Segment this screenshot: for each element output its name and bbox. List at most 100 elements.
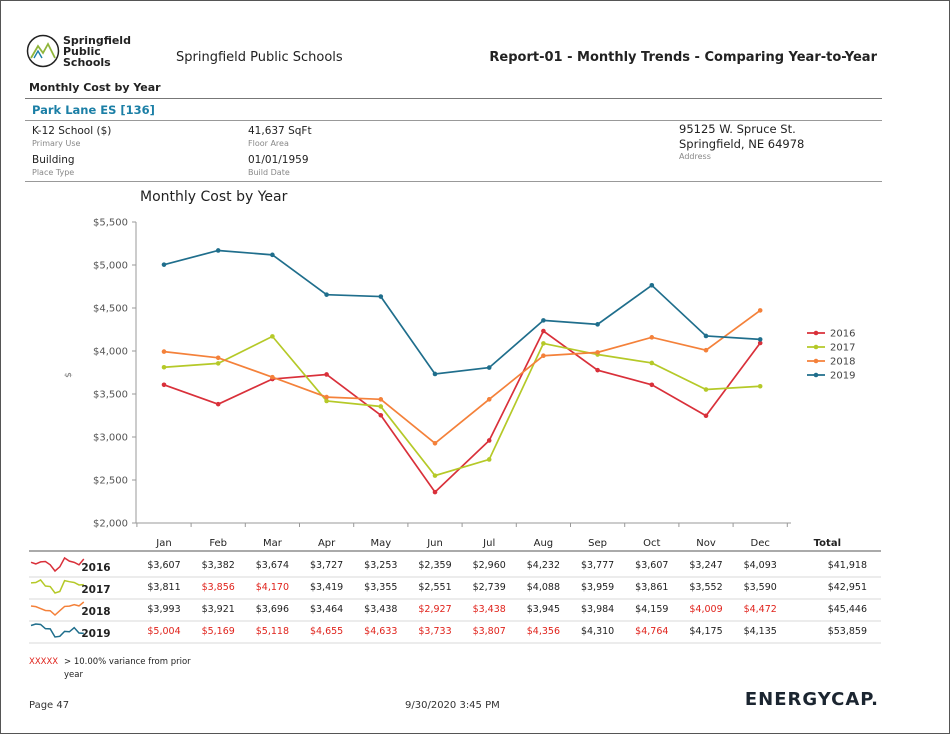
build-date: 01/01/1959: [248, 154, 309, 166]
data-point-2017: [757, 383, 763, 389]
table-cell: $4,009: [689, 604, 722, 615]
data-point-2017: [161, 364, 167, 370]
data-point-2018: [703, 347, 709, 353]
data-point-2019: [649, 282, 655, 288]
table-cell: $3,419: [310, 582, 343, 593]
y-tick-label: $5,000: [93, 261, 128, 272]
table-cell: $3,921: [202, 604, 235, 615]
data-point-2019: [378, 294, 384, 299]
table-cell: $3,861: [635, 582, 668, 593]
school-logo-icon: [26, 34, 60, 68]
variance-legend-text: year: [64, 670, 83, 680]
table-cell: $3,253: [364, 560, 397, 571]
facility-name: Park Lane ES [136]: [32, 103, 155, 117]
x-tick-label: Nov: [696, 538, 716, 549]
legend-label-2016: 2016: [830, 329, 855, 340]
data-point-2016: [432, 489, 438, 495]
org-name: Springfield Public Schools: [176, 50, 343, 65]
table-cell: $4,633: [364, 626, 397, 637]
data-point-2019: [270, 252, 275, 258]
data-point-2019: [432, 371, 438, 377]
table-cell: $3,696: [256, 604, 289, 615]
row-year: 2019: [81, 628, 110, 640]
table-cell: $3,438: [473, 604, 506, 615]
y-tick-label: $2,500: [93, 476, 128, 487]
data-point-2016: [703, 413, 709, 419]
table-cell: $4,764: [635, 626, 668, 637]
x-tick-label: Dec: [751, 538, 770, 549]
data-point-2017: [486, 457, 492, 462]
variance-legend-text: > 10.00% variance from prior: [64, 657, 191, 667]
data-point-2016: [161, 382, 167, 388]
row-total: $53,859: [828, 626, 867, 637]
table-cell: $4,472: [744, 604, 777, 615]
table-cell: $3,959: [581, 582, 614, 593]
data-point-2016: [324, 372, 329, 377]
table-cell: $3,733: [418, 626, 451, 637]
legend-marker-2019: [813, 372, 819, 378]
x-tick-label: Apr: [318, 538, 336, 549]
y-tick-label: $4,000: [93, 347, 128, 358]
data-point-2016: [595, 367, 600, 373]
data-point-2016: [541, 328, 546, 334]
divider: [25, 98, 882, 99]
table-cell: $3,777: [581, 560, 614, 571]
address-caption: Address: [679, 152, 711, 161]
table-cell: $5,118: [256, 626, 289, 637]
table-cell: $4,135: [744, 626, 777, 637]
table-cell: $3,727: [310, 560, 343, 571]
data-point-2018: [270, 374, 275, 380]
x-tick-label: Feb: [209, 538, 227, 549]
table-cell: $3,607: [635, 560, 668, 571]
x-tick-label: Jul: [482, 538, 495, 549]
row-year: 2018: [81, 606, 110, 618]
table-cell: $4,093: [744, 560, 777, 571]
y-axis-label: $: [64, 372, 74, 378]
x-tick-label: Sep: [588, 538, 607, 549]
data-point-2019: [757, 337, 763, 342]
y-tick-label: $3,000: [93, 433, 128, 444]
legend-label-2019: 2019: [830, 371, 855, 382]
logo-line: Schools: [63, 56, 111, 69]
data-point-2018: [649, 335, 655, 340]
table-cell: $3,993: [147, 604, 180, 615]
total-header: Total: [814, 538, 841, 549]
sparkline-2016: [30, 556, 85, 573]
page-number: Page 47: [29, 700, 70, 711]
table-cell: $4,170: [256, 582, 289, 593]
variance-marker: XXXXX: [29, 657, 58, 667]
data-point-2018: [215, 355, 221, 361]
data-point-2016: [378, 412, 384, 418]
series-line-2018: [163, 309, 761, 445]
place-type: Building: [32, 154, 75, 166]
page-subtitle: Monthly Cost by Year: [29, 81, 161, 94]
x-tick-label: May: [370, 538, 391, 549]
table-cell: $3,552: [689, 582, 722, 593]
data-point-2016: [649, 382, 655, 388]
data-point-2017: [270, 334, 275, 339]
row-total: $42,951: [828, 582, 867, 593]
data-point-2016: [757, 340, 763, 346]
data-point-2019: [324, 292, 329, 297]
legend-marker-2017: [813, 344, 819, 350]
x-tick-label: Aug: [534, 538, 554, 549]
table-cell: $3,674: [256, 560, 289, 571]
table-cell: $2,960: [473, 560, 506, 571]
build-date-caption: Build Date: [248, 168, 290, 177]
data-point-2018: [432, 440, 438, 446]
table-cell: $3,984: [581, 604, 614, 615]
legend-marker-2018: [813, 358, 819, 364]
floor-area-caption: Floor Area: [248, 139, 289, 148]
sparkline-2018: [30, 601, 85, 617]
timestamp: 9/30/2020 3:45 PM: [405, 700, 500, 711]
data-point-2017: [378, 404, 384, 409]
data-point-2018: [324, 394, 329, 400]
table-cell: $3,807: [473, 626, 506, 637]
legend-label-2018: 2018: [830, 357, 855, 368]
data-point-2019: [486, 365, 492, 370]
data-point-2019: [161, 262, 167, 267]
data-point-2018: [595, 350, 600, 355]
sparkline-2019: [30, 623, 84, 638]
address-line2: Springfield, NE 64978: [679, 137, 805, 151]
x-tick-label: Mar: [263, 538, 283, 549]
